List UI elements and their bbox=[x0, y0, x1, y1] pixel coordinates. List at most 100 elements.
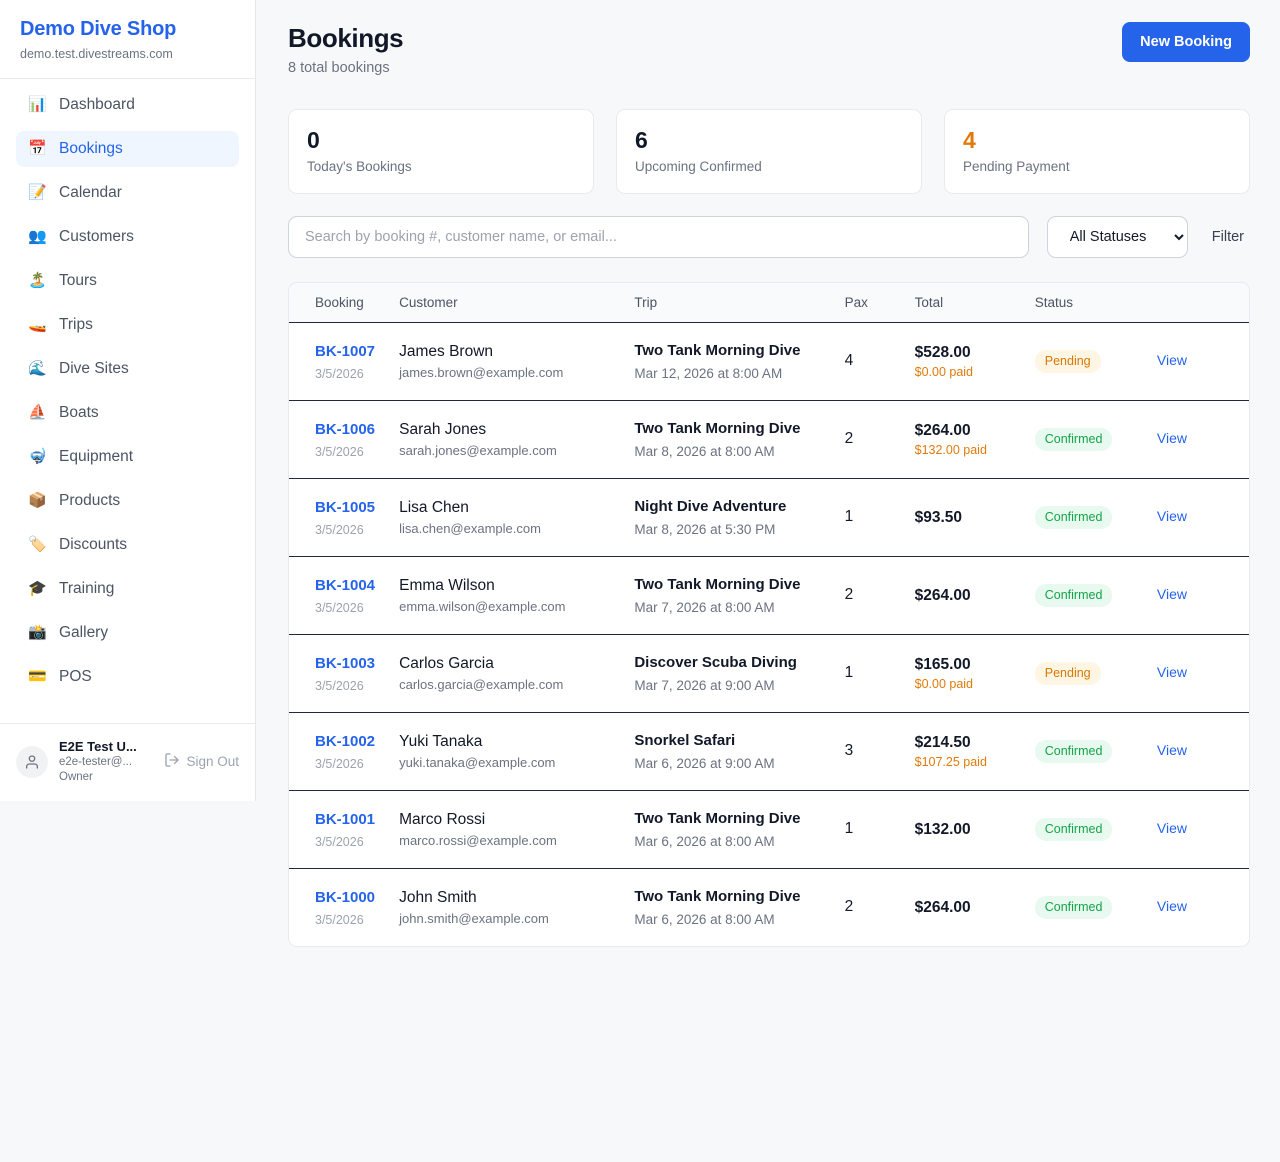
table-row[interactable]: BK-1006 3/5/2026 Sarah Jones sarah.jones@ex… bbox=[289, 400, 1249, 479]
sidebar-item-pos[interactable]: 💳 POS bbox=[16, 659, 239, 695]
bar-chart-icon: 📊 bbox=[28, 96, 47, 113]
cell-customer: Carlos Garcia carlos.garcia@example.com bbox=[399, 634, 635, 713]
cell-booking: BK-1003 3/5/2026 bbox=[289, 634, 400, 713]
new-booking-button[interactable]: New Booking bbox=[1122, 22, 1250, 62]
memo-icon: 📝 bbox=[28, 184, 47, 201]
customer-email: emma.wilson@example.com bbox=[399, 598, 566, 614]
brand-subtitle: demo.test.divestreams.com bbox=[20, 47, 173, 61]
search-input[interactable] bbox=[288, 216, 1029, 258]
status-filter-select[interactable]: All Statuses bbox=[1046, 216, 1188, 258]
sidebar-item-customers[interactable]: 👥 Customers bbox=[16, 219, 239, 255]
sign-out-button[interactable]: Sign Out bbox=[164, 752, 239, 771]
cell-customer: Lisa Chen lisa.chen@example.com bbox=[399, 478, 635, 557]
cell-status: Confirmed bbox=[1034, 556, 1157, 635]
sidebar-item-label: Discounts bbox=[59, 536, 128, 553]
sidebar-item-training[interactable]: 🎓 Training bbox=[16, 571, 239, 607]
view-link[interactable]: View bbox=[1156, 430, 1187, 446]
user-email: e2e-tester@... bbox=[59, 756, 133, 768]
table-row[interactable]: BK-1000 3/5/2026 John Smith john.smith@exam… bbox=[289, 869, 1249, 947]
cell-booking: BK-1004 3/5/2026 bbox=[289, 556, 400, 635]
cell-pax: 2 bbox=[844, 898, 854, 915]
customer-name: Sarah Jones bbox=[399, 420, 487, 438]
filter-button[interactable]: Filter bbox=[1206, 229, 1250, 245]
view-link[interactable]: View bbox=[1156, 352, 1187, 368]
sidebar-item-label: Customers bbox=[59, 228, 134, 245]
stat-label: Today's Bookings bbox=[307, 159, 412, 174]
booking-id-link[interactable]: BK-1005 bbox=[315, 498, 376, 516]
view-link[interactable]: View bbox=[1156, 898, 1187, 914]
total-amount: $528.00 bbox=[914, 343, 971, 361]
cell-total: $528.00 $0.00 paid bbox=[914, 322, 1035, 401]
sidebar-item-products[interactable]: 📦 Products bbox=[16, 483, 239, 519]
sidebar-item-bookings[interactable]: 📅 Bookings bbox=[16, 131, 239, 167]
cell-status: Confirmed bbox=[1034, 712, 1157, 791]
sidebar-item-boats[interactable]: ⛵ Boats bbox=[16, 395, 239, 431]
booking-id-link[interactable]: BK-1001 bbox=[315, 810, 376, 828]
table-row[interactable]: BK-1007 3/5/2026 James Brown james.brown@ex… bbox=[289, 322, 1249, 401]
cell-booking: BK-1006 3/5/2026 bbox=[289, 400, 400, 479]
table-row[interactable]: BK-1003 3/5/2026 Carlos Garcia carlos.garci… bbox=[289, 634, 1249, 713]
booking-date: 3/5/2026 bbox=[315, 756, 364, 771]
sidebar-item-equipment[interactable]: 🤿 Equipment bbox=[16, 439, 239, 475]
booking-date: 3/5/2026 bbox=[315, 834, 364, 849]
status-badge: Confirmed bbox=[1034, 505, 1113, 529]
cell-trip: Night Dive Adventure Mar 8, 2026 at 5:30 … bbox=[634, 478, 845, 557]
sidebar-item-label: Equipment bbox=[59, 448, 134, 465]
page-title: Bookings bbox=[288, 23, 404, 53]
table-row[interactable]: BK-1004 3/5/2026 Emma Wilson emma.wilson@ex… bbox=[289, 556, 1249, 635]
status-badge: Pending bbox=[1034, 349, 1101, 373]
table-row[interactable]: BK-1005 3/5/2026 Lisa Chen lisa.chen@exampl… bbox=[289, 478, 1249, 557]
view-link[interactable]: View bbox=[1156, 664, 1187, 680]
sidebar-item-dashboard[interactable]: 📊 Dashboard bbox=[16, 87, 239, 123]
sidebar-item-trips[interactable]: 🚤 Trips bbox=[16, 307, 239, 343]
booking-date: 3/5/2026 bbox=[315, 912, 364, 927]
table-row[interactable]: BK-1001 3/5/2026 Marco Rossi marco.rossi@ex… bbox=[289, 790, 1249, 869]
sidebar-item-tours[interactable]: 🏝️ Tours bbox=[16, 263, 239, 299]
booking-id-link[interactable]: BK-1000 bbox=[315, 888, 376, 906]
sidebar-item-discounts[interactable]: 🏷️ Discounts bbox=[16, 527, 239, 563]
booking-date: 3/5/2026 bbox=[315, 678, 364, 693]
cell-customer: Sarah Jones sarah.jones@example.com bbox=[399, 400, 635, 479]
cell-booking: BK-1000 3/5/2026 bbox=[289, 869, 399, 947]
view-link[interactable]: View bbox=[1156, 820, 1187, 836]
page-header-text: Bookings 8 total bookings bbox=[288, 22, 404, 78]
sidebar-item-label: Boats bbox=[59, 404, 99, 421]
total-amount: $93.50 bbox=[914, 508, 963, 526]
cell-action: View bbox=[1157, 869, 1249, 947]
trip-name: Two Tank Morning Dive bbox=[634, 420, 801, 437]
sign-out-label: Sign Out bbox=[186, 754, 239, 769]
trip-name: Night Dive Adventure bbox=[634, 498, 787, 515]
user-meta: E2E Test U... e2e-tester@... Owner bbox=[59, 738, 153, 785]
sidebar-item-label: Dive Sites bbox=[59, 360, 129, 377]
booking-id-link[interactable]: BK-1006 bbox=[315, 420, 376, 438]
paid-amount: $0.00 paid bbox=[914, 364, 974, 379]
view-link[interactable]: View bbox=[1156, 586, 1187, 602]
cell-booking: BK-1002 3/5/2026 bbox=[289, 712, 400, 791]
table-row[interactable]: BK-1002 3/5/2026 Yuki Tanaka yuki.tanaka@ex… bbox=[289, 712, 1249, 791]
page-header: Bookings 8 total bookings New Booking bbox=[288, 22, 1250, 78]
column-header: Customer bbox=[399, 283, 635, 323]
column-header: Trip bbox=[634, 283, 845, 323]
status-badge: Confirmed bbox=[1034, 583, 1113, 607]
customer-name: Yuki Tanaka bbox=[399, 732, 483, 750]
cell-booking: BK-1005 3/5/2026 bbox=[289, 478, 400, 557]
view-link[interactable]: View bbox=[1156, 508, 1187, 524]
view-link[interactable]: View bbox=[1156, 742, 1187, 758]
cell-status: Confirmed bbox=[1034, 869, 1157, 947]
wave-icon: 🌊 bbox=[28, 360, 47, 377]
cell-trip: Two Tank Morning Dive Mar 12, 2026 at 8:0… bbox=[634, 322, 845, 401]
cell-trip: Two Tank Morning Dive Mar 6, 2026 at 8:00… bbox=[634, 790, 845, 869]
cell-status: Pending bbox=[1034, 322, 1157, 401]
booking-id-link[interactable]: BK-1007 bbox=[315, 342, 376, 360]
total-amount: $264.00 bbox=[914, 586, 971, 604]
booking-id-link[interactable]: BK-1002 bbox=[315, 732, 376, 750]
sidebar-item-dive-sites[interactable]: 🌊 Dive Sites bbox=[16, 351, 239, 387]
sidebar-item-calendar[interactable]: 📝 Calendar bbox=[16, 175, 239, 211]
column-header: Booking bbox=[289, 283, 400, 323]
sidebar-item-label: Calendar bbox=[59, 184, 122, 201]
booking-id-link[interactable]: BK-1004 bbox=[315, 576, 376, 594]
booking-id-link[interactable]: BK-1003 bbox=[315, 654, 376, 672]
sidebar-item-label: Dashboard bbox=[59, 96, 135, 113]
cell-customer: James Brown james.brown@example.com bbox=[399, 322, 635, 401]
sidebar-item-gallery[interactable]: 📸 Gallery bbox=[16, 615, 239, 651]
